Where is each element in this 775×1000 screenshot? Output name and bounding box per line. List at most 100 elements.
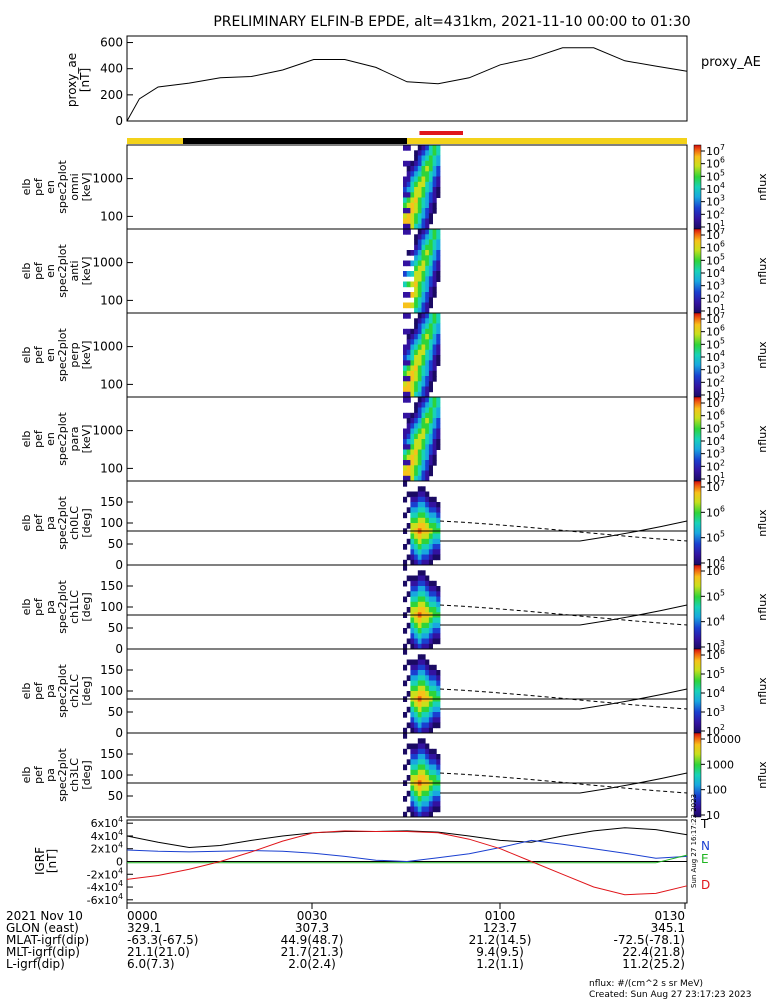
spectrogram-cell bbox=[414, 586, 419, 592]
spectrogram-cell bbox=[417, 355, 422, 361]
spectrogram-cell bbox=[414, 360, 419, 366]
spectrogram-cell bbox=[410, 391, 415, 398]
spectrogram-cell bbox=[425, 523, 430, 529]
spectrogram-cell bbox=[417, 685, 422, 692]
igrf-series-N bbox=[126, 839, 688, 863]
ephemeris-cell: 9.4(9.5) bbox=[476, 945, 524, 959]
spectrogram-cell bbox=[428, 318, 433, 324]
spectrogram-cell bbox=[406, 344, 411, 351]
spectrogram-cell bbox=[436, 265, 441, 272]
spectrogram-cell bbox=[432, 601, 437, 608]
spectrogram-cell bbox=[425, 717, 430, 723]
spectrogram-panel-8: 50 100 150 elb pef pa spec2plot ch3LC [deg] 10000… bbox=[20, 732, 769, 822]
spectrogram-cell bbox=[410, 775, 415, 781]
spectrogram-cell bbox=[436, 754, 441, 760]
spectrogram-cell bbox=[421, 544, 426, 550]
spectrogram-ylabel: [deg] bbox=[80, 592, 93, 621]
spectrogram-cell bbox=[425, 496, 430, 503]
spectrogram-cell bbox=[406, 790, 411, 797]
spectrogram-cell bbox=[406, 538, 411, 545]
spectrogram-cell bbox=[410, 659, 415, 666]
spectrogram-cell bbox=[421, 255, 426, 261]
spectrogram-cell bbox=[421, 223, 426, 230]
spectrogram-cell bbox=[436, 229, 441, 235]
spectrogram-cell bbox=[428, 302, 433, 309]
spectrogram-cell bbox=[428, 449, 433, 456]
spectrogram-cell bbox=[417, 507, 422, 513]
spectrogram-cell bbox=[428, 533, 433, 540]
spectrogram-cell bbox=[432, 796, 437, 802]
spectrogram-ylabel: para bbox=[68, 427, 81, 452]
spectrogram-cell bbox=[436, 423, 441, 429]
spectrogram-cell bbox=[414, 402, 419, 408]
spectrogram-ytick-label: 100 bbox=[100, 600, 123, 614]
spectrogram-cell bbox=[406, 622, 411, 629]
spectrogram-cell bbox=[428, 617, 433, 624]
spectrogram-cell bbox=[425, 412, 430, 419]
spectrogram-cell bbox=[414, 549, 419, 555]
spectrogram-cell bbox=[414, 796, 419, 802]
spectrogram-cell bbox=[414, 596, 419, 603]
spectrogram-cell bbox=[425, 150, 430, 156]
spectrogram-cell bbox=[417, 607, 422, 613]
proxy-ae-ylabel-2: [nT] bbox=[78, 68, 92, 92]
spectrogram-cell bbox=[403, 727, 408, 734]
spectrogram-cell bbox=[425, 433, 430, 440]
spectrogram-cell bbox=[414, 664, 419, 671]
spectrogram-ylabel: ch2LC bbox=[68, 674, 81, 708]
spectrogram-cell bbox=[406, 607, 411, 613]
spectrogram-cell bbox=[425, 271, 430, 277]
spectrogram-cell bbox=[436, 790, 441, 797]
spectrogram-cell bbox=[428, 334, 433, 340]
spectrogram-cell bbox=[417, 586, 422, 592]
spectrogram-cell bbox=[403, 433, 408, 440]
spectrogram-cell bbox=[414, 638, 419, 645]
spectrogram-cell bbox=[425, 344, 430, 351]
spectrogram-cell bbox=[414, 743, 419, 750]
spectrogram-cell bbox=[432, 255, 437, 261]
spectrogram-cell bbox=[417, 265, 422, 272]
spectrogram-cell bbox=[403, 559, 408, 566]
spectrogram-cell bbox=[436, 533, 441, 540]
spectrogram-cell bbox=[428, 276, 433, 282]
spectrogram-cell bbox=[432, 549, 437, 555]
spectrogram-cell bbox=[432, 617, 437, 624]
spectrogram-cell bbox=[432, 607, 437, 613]
spectrogram-cell bbox=[406, 376, 411, 382]
spectrogram-cell bbox=[421, 675, 426, 681]
spectrogram-cell bbox=[421, 633, 426, 639]
spectrogram-cell bbox=[428, 328, 433, 335]
spectrogram-cell bbox=[417, 239, 422, 246]
loss-cone-dashed bbox=[439, 604, 688, 626]
spectrogram-cell bbox=[425, 449, 430, 456]
igrf-series-T bbox=[126, 827, 688, 849]
spectrogram-cell bbox=[428, 271, 433, 277]
spectrogram-cell bbox=[410, 727, 415, 734]
spectrogram-cell bbox=[425, 507, 430, 513]
spectrogram-cell bbox=[425, 580, 430, 587]
spectrogram-cell bbox=[421, 738, 426, 744]
spectrogram-cell bbox=[403, 465, 408, 471]
spectrogram-cell bbox=[403, 202, 408, 209]
colorbar-tick-label: 105 bbox=[706, 666, 725, 681]
igrf-series-E bbox=[127, 854, 688, 864]
spectrogram-cell bbox=[410, 507, 415, 513]
spectrogram-cell bbox=[421, 244, 426, 251]
spectrogram-cell bbox=[432, 402, 437, 408]
spectrogram-cell bbox=[428, 234, 433, 240]
proxy-ae-ytick-label: 600 bbox=[100, 36, 123, 50]
spectrogram-cell bbox=[417, 512, 422, 519]
spectrogram-cell bbox=[417, 759, 422, 765]
spectrogram-cell bbox=[425, 596, 430, 603]
spectrogram-cell bbox=[421, 376, 426, 382]
spectrogram-cell bbox=[410, 302, 415, 309]
spectrogram-cell bbox=[417, 491, 422, 498]
spectrogram-cell bbox=[414, 323, 419, 330]
spectrogram-cell bbox=[403, 370, 408, 377]
spectrogram-cell bbox=[432, 680, 437, 687]
spectrogram-cell bbox=[428, 439, 433, 445]
spectrogram-cell bbox=[421, 712, 426, 718]
spectrogram-cell bbox=[428, 292, 433, 298]
spectrogram-cell bbox=[417, 271, 422, 277]
spectrogram-cell bbox=[417, 580, 422, 587]
